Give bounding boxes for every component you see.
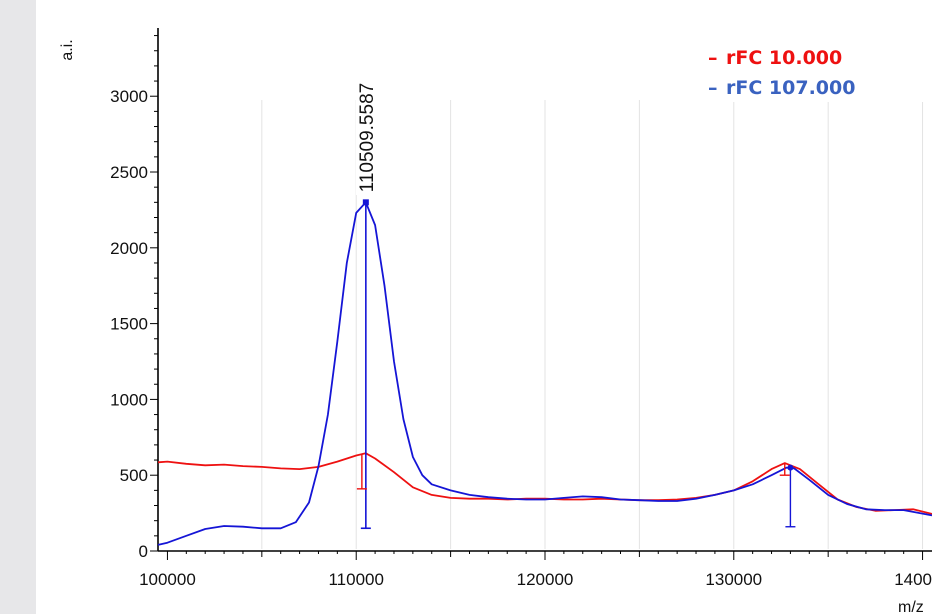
y-tick-label-1500: 1500 [110, 315, 148, 334]
y-tick-label-1000: 1000 [110, 390, 148, 409]
legend-dash-red: – [708, 47, 718, 69]
window-margin [0, 0, 36, 614]
x-tick-label-120000: 120000 [517, 570, 574, 589]
peak-point-blue-2 [787, 464, 794, 471]
y-tick-label-500: 500 [120, 466, 148, 485]
x-tick-label-100000: 100000 [139, 570, 196, 589]
y-tick-label-0: 0 [139, 542, 148, 561]
peak-label-background [356, 35, 390, 195]
y-tick-label-2000: 2000 [110, 239, 148, 258]
legend-background [690, 40, 932, 102]
axis-ticks: 0 500 1000 1500 2000 2500 3000 100000 110000 1200… [110, 35, 932, 589]
x-axis-label: m/z [898, 599, 924, 614]
legend-item-rfc-10000: rFC 10.000 [726, 47, 842, 69]
peak-mass-label: 110509.5587 [357, 83, 378, 193]
peak-markers [356, 199, 796, 530]
y-tick-label-3000: 3000 [110, 87, 148, 106]
x-tick-label-140000: 140000 [894, 570, 932, 589]
legend-item-rfc-107000: rFC 107.000 [726, 77, 855, 99]
y-tick-label-2500: 2500 [110, 163, 148, 182]
legend: – rFC 10.000 – rFC 107.000 [708, 47, 855, 99]
legend-dash-blue: – [708, 77, 718, 99]
peak-point-main [362, 199, 369, 206]
y-axis-label: a.i. [59, 39, 76, 60]
x-tick-label-110000: 110000 [328, 570, 383, 589]
x-tick-label-130000: 130000 [705, 570, 762, 589]
